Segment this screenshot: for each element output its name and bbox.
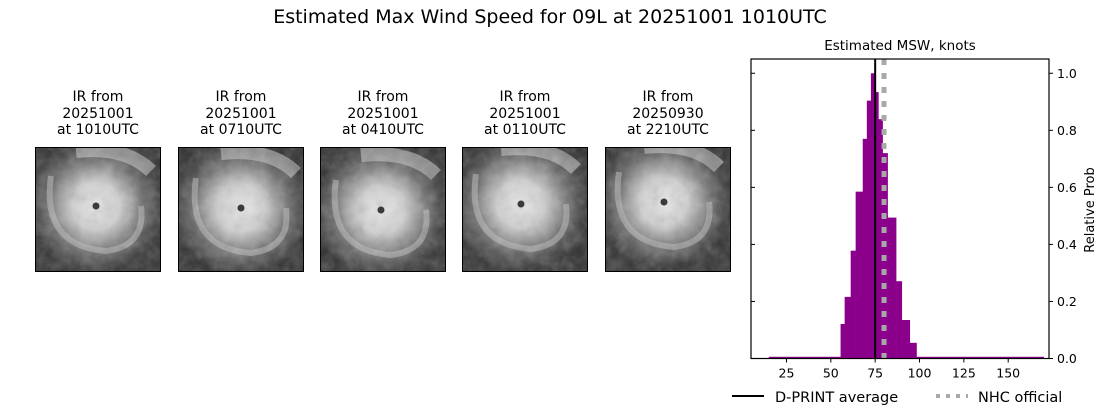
panel-title: IR from 20251001 at 0710UTC	[200, 89, 282, 138]
x-axis-ticks: 25 50 75 100 125 150	[779, 358, 1020, 381]
y-tick-label: 0.2	[1057, 294, 1077, 309]
histogram-bar	[866, 100, 872, 359]
histogram-bars	[768, 73, 1044, 359]
y-axis-label: Relative Prob	[1083, 167, 1098, 252]
y-tick-label: 0.0	[1057, 351, 1077, 366]
legend-label-dprint: D-PRINT average	[775, 390, 898, 406]
x-tick-label: 75	[867, 366, 883, 381]
y-tick-label: 0.4	[1057, 237, 1077, 252]
x-tick-label: 50	[823, 366, 839, 381]
ir-panel-4: IR from 20251001 at 0110UTC	[462, 89, 588, 272]
ir-panel-1: IR from 20251001 at 1010UTC	[35, 89, 161, 272]
x-tick-label: 25	[779, 366, 795, 381]
histogram-bar	[840, 323, 845, 359]
panel-title: IR from 20251001 at 0410UTC	[342, 89, 424, 138]
histogram-bar	[768, 356, 841, 359]
ir-panel-2: IR from 20251001 at 0710UTC	[178, 89, 304, 272]
legend-label-nhc: NHC official	[978, 390, 1062, 406]
panel-title: IR from 20251001 at 1010UTC	[57, 89, 139, 138]
panel-title: IR from 20251001 at 0110UTC	[484, 89, 566, 138]
panel-title: IR from 20250930 at 2210UTC	[627, 89, 709, 138]
histogram-bar	[896, 281, 903, 359]
y-tick-label: 0.6	[1057, 180, 1077, 195]
histogram-bar	[916, 356, 1044, 359]
histogram-bar	[878, 119, 883, 359]
ir-panel-5: IR from 20250930 at 2210UTC	[605, 89, 731, 272]
y-tick-label: 1.0	[1057, 66, 1077, 81]
histogram-bar	[862, 138, 868, 359]
histogram-bar	[850, 250, 856, 359]
x-tick-label: 100	[908, 366, 932, 381]
ir-panel-3: IR from 20251001 at 0410UTC	[320, 89, 446, 272]
satellite-ir-image	[320, 147, 446, 272]
histogram-bar	[855, 191, 864, 359]
x-tick-label: 125	[952, 366, 976, 381]
histogram-bar	[909, 342, 917, 359]
chart-legend: D-PRINT average NHC official	[732, 390, 1062, 406]
histogram-bar	[844, 296, 851, 359]
chart-title: Estimated MSW, knots	[824, 38, 976, 54]
y-axis-ticks: 0.0 0.2 0.4 0.6 0.8 1.0	[751, 66, 1077, 366]
histogram-bar	[875, 92, 879, 359]
satellite-ir-image	[462, 147, 588, 272]
satellite-ir-image	[178, 147, 304, 272]
x-tick-label: 150	[996, 366, 1020, 381]
histogram-bar	[870, 73, 876, 359]
reference-lines	[874, 59, 887, 359]
plot-frame	[750, 58, 1050, 360]
satellite-ir-image	[35, 147, 161, 272]
satellite-ir-image	[605, 147, 731, 272]
figure-suptitle: Estimated Max Wind Speed for 09L at 2025…	[273, 6, 827, 28]
histogram-bar	[887, 217, 897, 359]
y-tick-label: 0.8	[1057, 123, 1077, 138]
histogram-bar	[901, 319, 911, 359]
